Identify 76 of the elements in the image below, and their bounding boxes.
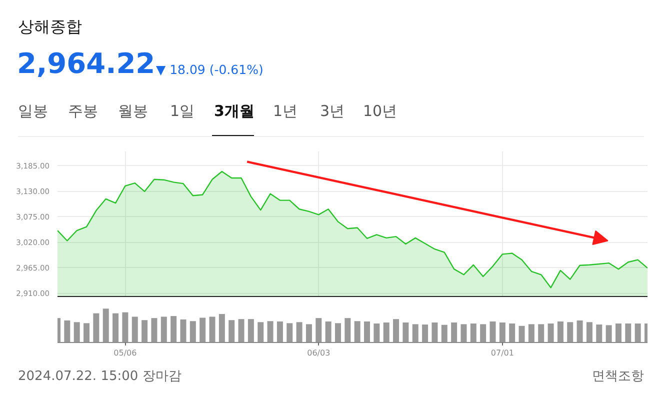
text: 3개월	[214, 101, 254, 122]
text: 주봉	[68, 101, 98, 122]
bar	[634, 324, 641, 342]
bar	[286, 323, 293, 342]
bar	[364, 321, 370, 342]
bar	[625, 324, 632, 342]
bar	[306, 324, 312, 342]
bar	[200, 318, 206, 342]
bar	[122, 312, 128, 342]
bar	[93, 313, 100, 342]
bar	[218, 314, 225, 342]
bar	[490, 321, 496, 342]
bar	[238, 319, 244, 342]
bar	[228, 320, 235, 342]
bar	[170, 316, 177, 342]
bar	[267, 321, 274, 342]
x-tick-label: 07/01	[490, 348, 514, 358]
x-tick-label: 05/06	[114, 348, 137, 358]
bar	[132, 316, 138, 342]
bar	[354, 321, 360, 342]
bar	[112, 313, 119, 342]
bar	[402, 322, 409, 342]
text: 일봉	[18, 101, 48, 122]
text: 월봉	[118, 101, 148, 122]
bar	[276, 321, 283, 342]
bar	[548, 324, 554, 342]
text: 면책조항	[592, 368, 644, 386]
bar	[393, 319, 400, 342]
bar	[528, 324, 534, 342]
text: 2024.07.22. 15:00 장마감	[18, 368, 182, 386]
bar	[316, 318, 322, 342]
bar	[209, 316, 216, 342]
bar	[441, 324, 448, 342]
bar	[102, 308, 109, 342]
text: 3년	[320, 101, 345, 122]
bar	[460, 324, 467, 342]
bar	[470, 324, 476, 342]
bar	[509, 324, 516, 342]
bar	[596, 324, 602, 342]
bar	[334, 323, 341, 342]
bar	[64, 320, 70, 342]
bar	[248, 319, 254, 342]
bar	[451, 322, 458, 342]
bar	[180, 319, 186, 342]
bar	[296, 322, 302, 342]
bar	[151, 318, 158, 342]
text: 1년	[273, 101, 298, 122]
text: 1일	[170, 101, 195, 122]
bar	[422, 324, 428, 342]
bar	[74, 322, 80, 342]
bar	[538, 324, 544, 342]
bar	[258, 322, 264, 342]
bar	[383, 322, 390, 342]
bar	[374, 324, 380, 342]
bar	[142, 320, 148, 342]
bar	[344, 318, 351, 342]
text: 10년	[363, 101, 398, 122]
text: ▼ 18.09 (-0.61%)	[156, 61, 264, 79]
chart-subtitle: 2,964.22	[17, 46, 156, 82]
bar	[606, 325, 612, 342]
bar	[576, 320, 583, 342]
bar	[325, 321, 332, 342]
bar	[518, 326, 525, 342]
bar	[567, 322, 574, 342]
bar	[190, 321, 196, 342]
bar	[84, 323, 90, 342]
bar	[160, 316, 167, 342]
bar	[412, 324, 418, 342]
bar	[499, 322, 506, 342]
x-tick-label: 06/03	[307, 348, 330, 358]
bar	[432, 322, 438, 342]
bar	[480, 324, 486, 342]
chart-title: 상해종합	[18, 16, 82, 38]
bar	[557, 321, 564, 342]
bar	[586, 322, 592, 342]
bar	[615, 324, 622, 342]
